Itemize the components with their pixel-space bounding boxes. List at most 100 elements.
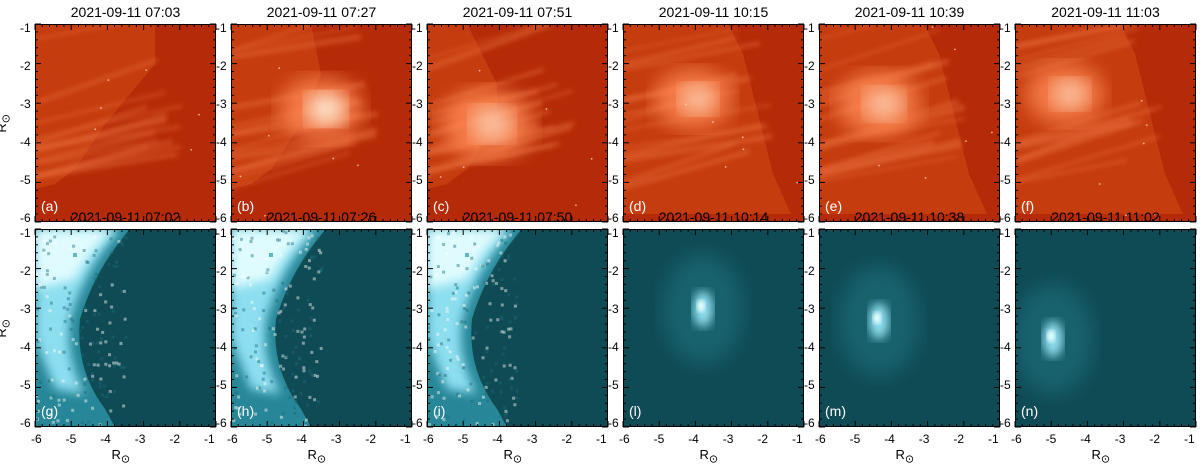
panel-title-1-2: 2021-09-11 07:50 <box>420 209 616 225</box>
x-tick-label: -2 <box>561 433 572 445</box>
y-tick-label: -6 <box>1000 417 1011 429</box>
y-tick-label: -4 <box>216 136 227 148</box>
y-tick-label: -2 <box>608 265 619 277</box>
x-tick-label: -2 <box>757 433 768 445</box>
x-tick-label: -1 <box>1184 433 1195 445</box>
y-tick-label: -1 <box>216 227 227 239</box>
y-tick-label: -2 <box>1000 60 1011 72</box>
panel-title-0-5: 2021-09-11 11:03 <box>1008 4 1200 20</box>
panel-0-1 <box>231 15 412 222</box>
x-tick-label: -2 <box>1149 433 1160 445</box>
y-tick-label: -3 <box>608 303 619 315</box>
y-tick-label: -4 <box>804 136 815 148</box>
x-tick-label: -4 <box>1080 433 1091 445</box>
x-axis-label-main: R <box>112 447 121 462</box>
y-tick-label: -5 <box>1000 174 1011 186</box>
y-tick-label: -3 <box>216 303 227 315</box>
panel-0-2 <box>427 16 608 222</box>
panel-title-0-1: 2021-09-11 07:27 <box>224 4 420 20</box>
y-tick-label: -4 <box>608 136 619 148</box>
y-tick-label: -4 <box>412 136 423 148</box>
y-tick-label: -2 <box>20 265 31 277</box>
panel-1-0 <box>35 229 216 429</box>
x-tick-label: -3 <box>331 433 342 445</box>
panel-letter-1-2: (i) <box>433 403 445 419</box>
x-tick-label: -2 <box>169 433 180 445</box>
y-tick-label: -1 <box>20 22 31 34</box>
y-tick-label: -5 <box>216 174 227 186</box>
panel-title-0-4: 2021-09-11 10:39 <box>812 4 1008 20</box>
y-tick-label: -6 <box>412 417 423 429</box>
y-tick-label: -4 <box>1000 136 1011 148</box>
y-axis-label-0: R⊙ <box>0 114 13 133</box>
panel-letter-1-4: (m) <box>825 403 846 419</box>
y-tick-label: -5 <box>608 379 619 391</box>
y-tick-label: -5 <box>804 379 815 391</box>
y-tick-label: -6 <box>216 417 227 429</box>
y-tick-label: -3 <box>804 303 815 315</box>
x-tick-label: -6 <box>1011 433 1022 445</box>
x-tick-label: -5 <box>654 433 665 445</box>
x-axis-label-sub: ⊙ <box>905 454 914 466</box>
panel-1-2 <box>427 229 608 427</box>
x-tick-label: -5 <box>1046 433 1057 445</box>
panel-title-0-2: 2021-09-11 07:51 <box>420 4 616 20</box>
panel-0-5 <box>1015 20 1196 222</box>
x-axis-label-sub: ⊙ <box>121 454 130 466</box>
y-axis-label-1: R⊙ <box>0 319 13 338</box>
y-tick-label: -5 <box>804 174 815 186</box>
x-tick-label: -5 <box>262 433 273 445</box>
y-tick-label: -3 <box>216 98 227 110</box>
x-tick-label: -4 <box>492 433 503 445</box>
x-axis-label-main: R <box>504 447 513 462</box>
x-tick-label: -4 <box>884 433 895 445</box>
y-tick-label: -1 <box>608 227 619 239</box>
x-tick-label: -6 <box>423 433 434 445</box>
panel-letter-1-0: (g) <box>41 403 58 419</box>
y-tick-label: -1 <box>20 227 31 239</box>
y-tick-label: -4 <box>804 341 815 353</box>
y-tick-label: -4 <box>1000 341 1011 353</box>
y-tick-label: -1 <box>412 227 423 239</box>
y-tick-label: -1 <box>1000 22 1011 34</box>
x-tick-label: -6 <box>31 433 42 445</box>
x-tick-label: -6 <box>619 433 630 445</box>
x-axis-label-sub: ⊙ <box>1101 454 1110 466</box>
y-tick-label: -2 <box>412 265 423 277</box>
y-tick-label: -3 <box>608 98 619 110</box>
y-tick-label: -1 <box>1000 227 1011 239</box>
panel-0-0 <box>35 12 216 222</box>
panel-title-1-3: 2021-09-11 10:14 <box>616 209 812 225</box>
y-tick-label: -2 <box>804 265 815 277</box>
x-axis-label-sub: ⊙ <box>317 454 326 466</box>
x-tick-label: -3 <box>1115 433 1126 445</box>
panel-1-3 <box>623 229 804 427</box>
y-tick-label: -1 <box>412 22 423 34</box>
x-tick-label: -3 <box>527 433 538 445</box>
y-tick-label: -4 <box>20 136 31 148</box>
y-axis-label-sub: ⊙ <box>1 114 13 123</box>
x-axis-label-sub: ⊙ <box>709 454 718 466</box>
y-tick-label: -5 <box>1000 379 1011 391</box>
panel-title-0-0: 2021-09-11 07:03 <box>28 4 224 20</box>
y-tick-label: -2 <box>20 60 31 72</box>
x-tick-label: -5 <box>66 433 77 445</box>
x-tick-label: -2 <box>953 433 964 445</box>
panel-0-3 <box>623 24 804 222</box>
y-tick-label: -4 <box>608 341 619 353</box>
y-tick-label: -6 <box>608 417 619 429</box>
x-tick-label: -1 <box>988 433 999 445</box>
y-tick-label: -2 <box>804 60 815 72</box>
x-tick-label: -1 <box>204 433 215 445</box>
y-tick-label: -4 <box>20 341 31 353</box>
y-tick-label: -1 <box>608 22 619 34</box>
x-tick-label: -4 <box>100 433 111 445</box>
y-tick-label: -3 <box>804 98 815 110</box>
y-tick-label: -6 <box>20 417 31 429</box>
x-tick-label: -1 <box>596 433 607 445</box>
y-tick-label: -3 <box>20 303 31 315</box>
x-tick-label: -5 <box>458 433 469 445</box>
x-tick-label: -3 <box>135 433 146 445</box>
